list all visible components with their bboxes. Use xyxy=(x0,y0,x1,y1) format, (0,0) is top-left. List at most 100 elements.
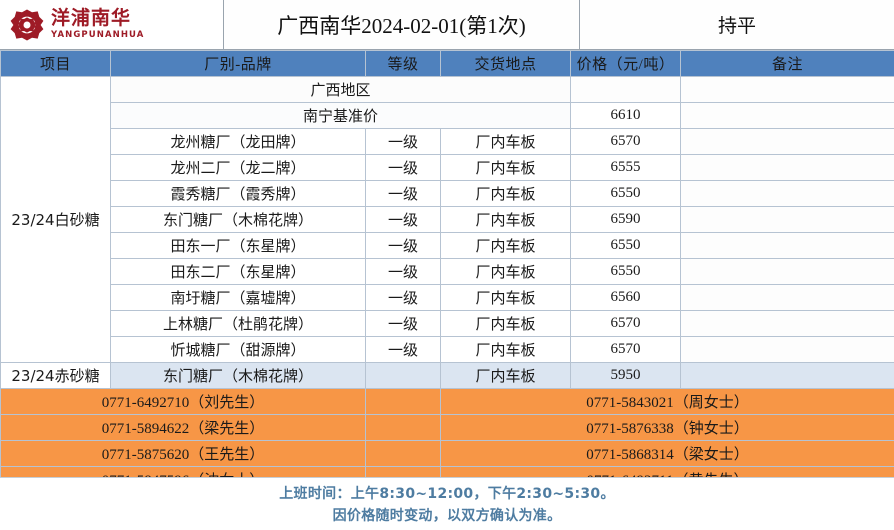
price-trend-status: 持平 xyxy=(580,0,894,49)
row-remark xyxy=(680,232,894,259)
row-brand: 东门糖厂（木棉花牌） xyxy=(110,206,366,233)
table-row: 南圩糖厂（嘉墟牌） 一级 厂内车板 6560 xyxy=(1,284,894,311)
table-row-brown-sugar: 23/24赤砂糖 东门糖厂（木棉花牌） 厂内车板 5950 xyxy=(0,362,894,389)
table-row: 东门糖厂（木棉花牌） 一级 厂内车板 6590 xyxy=(1,206,894,233)
table-row: 田东一厂（东星牌） 一级 厂内车板 6550 xyxy=(1,232,894,259)
table-row: 忻城糖厂（甜源牌） 一级 厂内车板 6570 xyxy=(1,336,894,363)
row-remark xyxy=(680,362,894,389)
table-row: 霞秀糖厂（霞秀牌） 一级 厂内车板 6550 xyxy=(1,180,894,207)
row-price: 6550 xyxy=(570,180,681,207)
col-header-price: 价格（元/吨） xyxy=(570,50,681,77)
row-price: 6550 xyxy=(570,232,681,259)
contact-row: 0771-5894622（梁先生） 0771-5876338（钟女士） xyxy=(0,414,894,441)
row-delivery: 厂内车板 xyxy=(440,258,571,285)
category-white-sugar: 23/24白砂糖 xyxy=(0,76,111,363)
logo-name-en: YANGPUNANHUA xyxy=(51,30,145,41)
row-remark xyxy=(680,128,894,155)
footer-disclaimer: 因价格随时变动，以双方确认为准。 xyxy=(332,508,562,524)
row-brand: 南圩糖厂（嘉墟牌） xyxy=(110,284,366,311)
contact-right[interactable]: 0771-5868314（梁女士） xyxy=(440,440,894,467)
row-grade: 一级 xyxy=(365,284,441,311)
row-delivery: 厂内车板 xyxy=(440,180,571,207)
row-grade: 一级 xyxy=(365,180,441,207)
logo-name-cn: 洋浦南华 xyxy=(51,7,132,30)
row-remark xyxy=(680,336,894,363)
row-price: 6550 xyxy=(570,258,681,285)
row-price: 6590 xyxy=(570,206,681,233)
contact-left[interactable]: 0771-5875620（王先生） xyxy=(0,440,366,467)
row-remark xyxy=(680,180,894,207)
title-band: 洋浦南华 YANGPUNANHUA 广西南华2024-02-01(第1次) 持平 xyxy=(0,0,894,50)
row-remark xyxy=(680,154,894,181)
row-price: 6555 xyxy=(570,154,681,181)
row-brand: 龙州糖厂（龙田牌） xyxy=(110,128,366,155)
contact-right[interactable]: 0771-5876338（钟女士） xyxy=(440,414,894,441)
region-remark xyxy=(680,76,894,103)
row-delivery: 厂内车板 xyxy=(440,336,571,363)
company-logo: 洋浦南华 YANGPUNANHUA xyxy=(0,0,224,49)
price-table: 项目 厂别-品牌 等级 交货地点 价格（元/吨） 备注 23/24白砂糖 广西地… xyxy=(0,50,894,493)
region-label: 广西地区 xyxy=(110,76,571,103)
row-grade: 一级 xyxy=(365,232,441,259)
row-price: 6570 xyxy=(570,128,681,155)
contact-left[interactable]: 0771-6492710（刘先生） xyxy=(0,388,366,415)
row-grade: 一级 xyxy=(365,336,441,363)
table-header-row: 项目 厂别-品牌 等级 交货地点 价格（元/吨） 备注 xyxy=(0,50,894,77)
row-grade xyxy=(365,362,441,389)
row-brand: 霞秀糖厂（霞秀牌） xyxy=(110,180,366,207)
contact-right[interactable]: 0771-5843021（周女士） xyxy=(440,388,894,415)
row-brand: 田东一厂（东星牌） xyxy=(110,232,366,259)
row-grade: 一级 xyxy=(365,258,441,285)
row-delivery: 厂内车板 xyxy=(440,128,571,155)
row-brand: 忻城糖厂（甜源牌） xyxy=(110,336,366,363)
row-price: 6570 xyxy=(570,336,681,363)
contact-spacer xyxy=(365,440,441,467)
flower-emblem-icon xyxy=(10,8,44,42)
contact-row: 0771-5875620（王先生） 0771-5868314（梁女士） xyxy=(0,440,894,467)
row-brand: 龙州二厂（龙二牌） xyxy=(110,154,366,181)
table-row: 龙州糖厂（龙田牌） 一级 厂内车板 6570 xyxy=(1,128,894,155)
row-delivery: 厂内车板 xyxy=(440,154,571,181)
page-title: 广西南华2024-02-01(第1次) xyxy=(224,0,580,49)
logo-wordmark: 洋浦南华 YANGPUNANHUA xyxy=(51,9,144,40)
col-header-delivery: 交货地点 xyxy=(440,50,571,77)
row-grade: 一级 xyxy=(365,206,441,233)
col-header-item: 项目 xyxy=(0,50,111,77)
row-grade: 一级 xyxy=(365,154,441,181)
base-price-remark xyxy=(680,102,894,129)
table-row: 23/24白砂糖 广西地区 xyxy=(0,76,894,363)
row-delivery: 厂内车板 xyxy=(440,206,571,233)
base-price-value: 6610 xyxy=(570,102,681,129)
selected-brand-cell[interactable]: 东门糖厂（木棉花牌） xyxy=(110,362,366,389)
col-header-grade: 等级 xyxy=(365,50,441,77)
row-delivery: 厂内车板 xyxy=(440,362,571,389)
row-grade: 一级 xyxy=(365,310,441,337)
row-grade: 一级 xyxy=(365,128,441,155)
contact-spacer xyxy=(365,388,441,415)
col-header-remark: 备注 xyxy=(680,50,894,77)
row-brand: 田东二厂（东星牌） xyxy=(110,258,366,285)
contact-row: 0771-6492710（刘先生） 0771-5843021（周女士） xyxy=(0,388,894,415)
region-price xyxy=(570,76,681,103)
row-delivery: 厂内车板 xyxy=(440,310,571,337)
row-delivery: 厂内车板 xyxy=(440,284,571,311)
category-brown-sugar: 23/24赤砂糖 xyxy=(0,362,111,389)
row-price: 6570 xyxy=(570,310,681,337)
contact-spacer xyxy=(365,414,441,441)
col-header-brand: 厂别-品牌 xyxy=(110,50,366,77)
row-price: 6560 xyxy=(570,284,681,311)
footer-working-hours: 上班时间：上午8:30~12:00，下午2:30~5:30。 xyxy=(279,486,615,502)
row-remark xyxy=(680,258,894,285)
table-row: 龙州二厂（龙二牌） 一级 厂内车板 6555 xyxy=(1,154,894,181)
table-row: 南宁基准价 6610 xyxy=(1,102,894,129)
row-delivery: 厂内车板 xyxy=(440,232,571,259)
base-price-label: 南宁基准价 xyxy=(110,102,571,129)
table-row: 田东二厂（东星牌） 一级 厂内车板 6550 xyxy=(1,258,894,285)
row-remark xyxy=(680,284,894,311)
table-row: 上林糖厂（杜鹃花牌） 一级 厂内车板 6570 xyxy=(1,310,894,337)
contact-left[interactable]: 0771-5894622（梁先生） xyxy=(0,414,366,441)
row-brand: 上林糖厂（杜鹃花牌） xyxy=(110,310,366,337)
row-price: 5950 xyxy=(570,362,681,389)
footer-notes: 上班时间：上午8:30~12:00，下午2:30~5:30。 因价格随时变动，以… xyxy=(0,477,894,530)
